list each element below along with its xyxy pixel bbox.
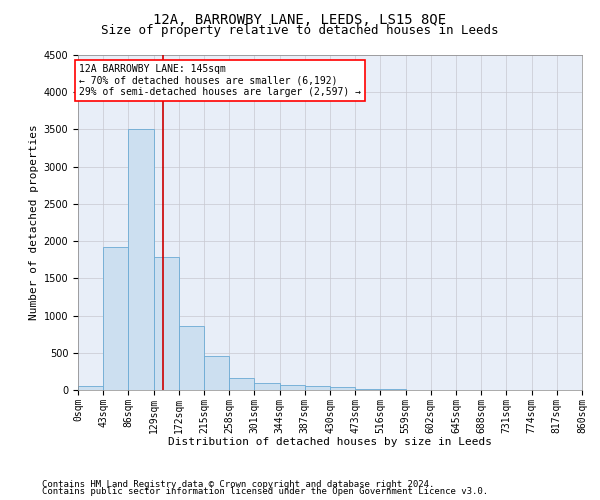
Bar xyxy=(330,387,355,390)
Bar xyxy=(229,378,254,390)
Bar xyxy=(154,258,179,390)
Bar xyxy=(204,356,229,390)
Bar xyxy=(128,130,154,390)
Bar xyxy=(305,386,330,390)
Bar xyxy=(103,247,128,390)
Bar xyxy=(78,386,103,390)
Bar xyxy=(254,382,280,390)
Y-axis label: Number of detached properties: Number of detached properties xyxy=(29,124,40,320)
Bar xyxy=(355,388,380,390)
Text: Contains public sector information licensed under the Open Government Licence v3: Contains public sector information licen… xyxy=(42,487,488,496)
Text: 12A, BARROWBY LANE, LEEDS, LS15 8QE: 12A, BARROWBY LANE, LEEDS, LS15 8QE xyxy=(154,12,446,26)
Text: Contains HM Land Registry data © Crown copyright and database right 2024.: Contains HM Land Registry data © Crown c… xyxy=(42,480,434,489)
Text: 12A BARROWBY LANE: 145sqm
← 70% of detached houses are smaller (6,192)
29% of se: 12A BARROWBY LANE: 145sqm ← 70% of detac… xyxy=(79,64,361,97)
Text: Size of property relative to detached houses in Leeds: Size of property relative to detached ho… xyxy=(101,24,499,37)
Bar xyxy=(280,385,305,390)
X-axis label: Distribution of detached houses by size in Leeds: Distribution of detached houses by size … xyxy=(168,437,492,447)
Bar xyxy=(179,326,204,390)
